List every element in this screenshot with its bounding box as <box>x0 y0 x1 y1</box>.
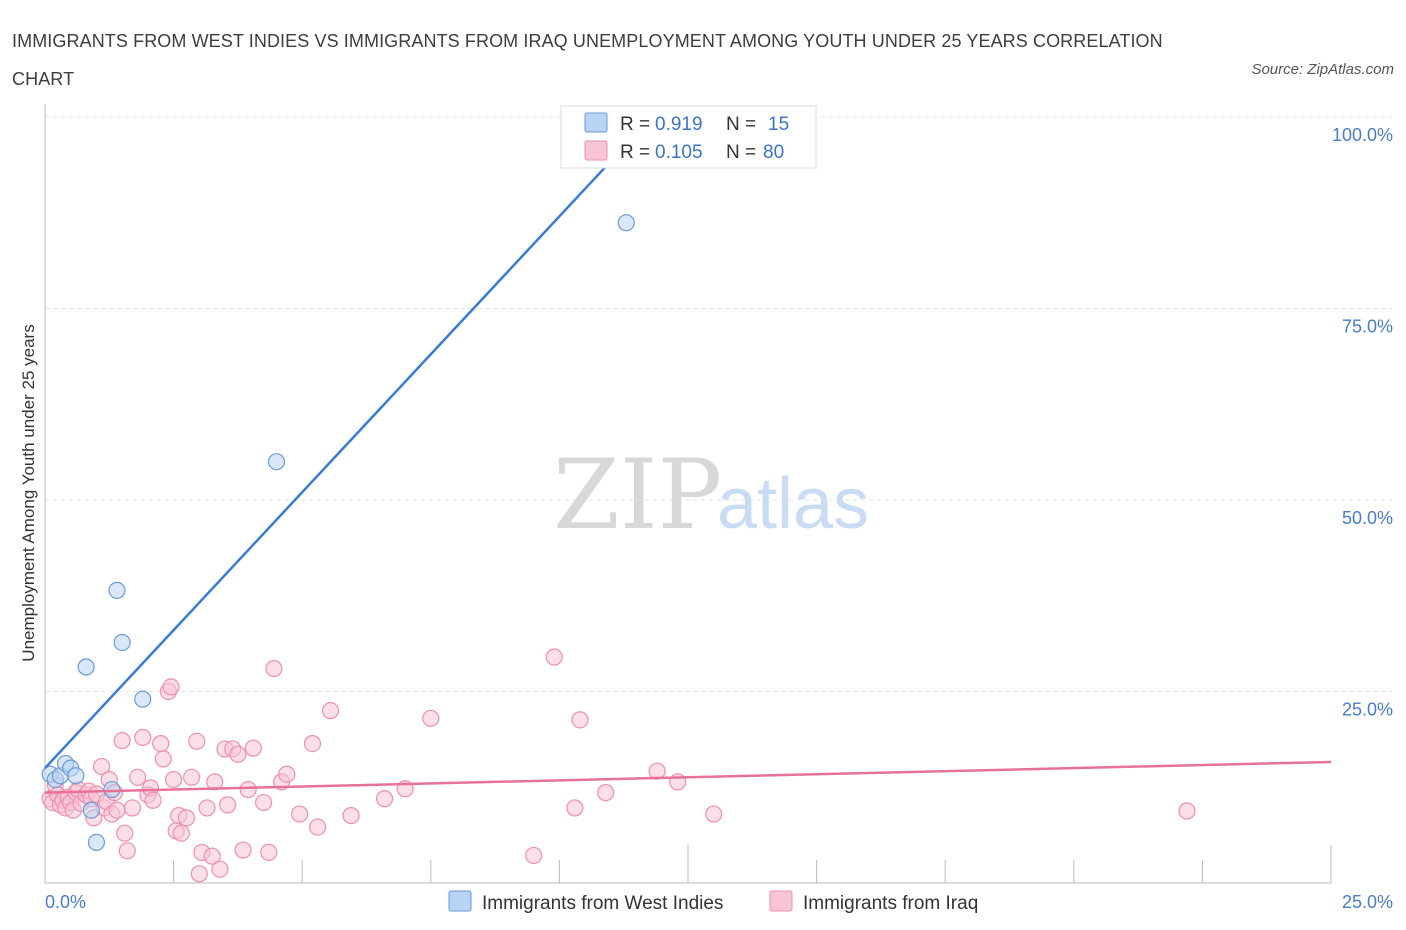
chart-title: IMMIGRANTS FROM WEST INDIES VS IMMIGRANT… <box>12 31 1163 89</box>
iraq-point <box>206 773 224 791</box>
iraq-point <box>342 806 360 825</box>
iraq-r-value: 0.105 <box>655 142 703 163</box>
iraq-point <box>375 790 394 808</box>
trend-layer <box>44 116 1332 794</box>
iraq-point <box>278 765 296 783</box>
iraq-point <box>118 842 136 860</box>
west-indies-n-label: N = <box>726 114 756 135</box>
iraq-point <box>244 739 262 757</box>
iraq-point <box>152 734 170 753</box>
west-indies-trend-line <box>44 116 653 769</box>
y-axis-label: Unemployment Among Youth under 25 years <box>19 324 38 661</box>
iraq-point <box>422 709 440 727</box>
y-tick-label: 25.0% <box>1342 700 1393 720</box>
legend-iraq-swatch <box>769 890 793 912</box>
iraq-point <box>309 818 327 836</box>
west-indies-point <box>87 833 106 852</box>
iraq-n-value: 80 <box>763 142 784 163</box>
iraq-point <box>108 801 126 819</box>
y-tick-label: 50.0% <box>1342 508 1393 528</box>
iraq-point <box>177 809 196 827</box>
west-indies-r-value: 0.919 <box>655 114 703 135</box>
west-indies-point <box>77 658 95 676</box>
iraq-point <box>165 770 183 789</box>
source-label: Source: ZipAtlas.com <box>1251 61 1394 78</box>
watermark-zip: ZIP <box>553 439 722 551</box>
y-tick-label: 75.0% <box>1342 317 1393 337</box>
iraq-point <box>128 768 147 786</box>
iraq-point <box>190 865 208 883</box>
iraq-point <box>260 843 278 861</box>
iraq-point <box>134 728 152 747</box>
iraq-point <box>219 796 237 814</box>
iraq-point <box>116 824 134 842</box>
iraq-point <box>303 734 322 753</box>
iraq-point <box>162 678 180 696</box>
watermark-atlas: atlas <box>717 464 869 544</box>
west-indies-n-value: 15 <box>768 114 789 135</box>
iraq-point <box>172 824 190 842</box>
iraq-point <box>211 860 229 878</box>
west-indies-point <box>134 690 152 708</box>
west-indies-swatch <box>584 112 608 133</box>
west-indies-point <box>617 214 635 232</box>
stats-legend: R = 0.919 N = 15 R = 0.105 N = 80 <box>560 105 817 169</box>
series-legend: Immigrants from West Indies Immigrants f… <box>448 890 978 914</box>
x-tick-label-min: 0.0% <box>45 892 86 912</box>
iraq-point <box>265 659 283 678</box>
iraq-point <box>705 805 723 823</box>
legend-west-indies-label: Immigrants from West Indies <box>482 893 723 914</box>
west-indies-point <box>103 780 121 799</box>
points-layer <box>41 214 1196 883</box>
iraq-point <box>525 846 543 865</box>
x-tick-label-max: 25.0% <box>1342 892 1393 912</box>
iraq-r-label: R = <box>620 142 650 163</box>
iraq-point <box>571 711 589 729</box>
iraq-point <box>321 702 340 720</box>
west-indies-point <box>82 801 100 819</box>
grid-layer <box>45 116 1392 692</box>
iraq-point <box>188 732 206 750</box>
iraq-point <box>123 799 142 817</box>
west-indies-point <box>267 453 286 471</box>
iraq-point <box>239 780 257 799</box>
iraq-point <box>154 750 172 768</box>
west-indies-r-label: R = <box>620 114 650 135</box>
iraq-point <box>144 791 162 809</box>
iraq-point <box>255 793 273 812</box>
y-tick-label: 100.0% <box>1332 125 1393 145</box>
iraq-point <box>203 847 221 865</box>
iraq-point <box>545 648 563 666</box>
legend-iraq-label: Immigrants from Iraq <box>803 893 978 914</box>
axis-layer: 25.0% 50.0% 75.0% 100.0% 0.0% 25.0% <box>44 104 1393 912</box>
iraq-point <box>92 757 111 776</box>
legend-west-indies-swatch <box>448 890 472 912</box>
iraq-point <box>1178 802 1196 820</box>
iraq-point <box>183 768 201 786</box>
watermark: ZIP atlas <box>553 439 869 551</box>
iraq-point <box>198 799 216 817</box>
iraq-point <box>566 799 584 817</box>
iraq-swatch <box>584 140 608 161</box>
west-indies-point <box>67 767 85 785</box>
west-indies-point <box>113 633 131 652</box>
iraq-point <box>234 841 252 859</box>
iraq-point <box>597 784 615 802</box>
iraq-point <box>229 745 247 763</box>
iraq-trend-line <box>44 760 1332 794</box>
iraq-n-label: N = <box>726 142 756 163</box>
iraq-point <box>113 731 131 750</box>
west-indies-point <box>108 581 126 599</box>
iraq-point <box>291 805 309 823</box>
